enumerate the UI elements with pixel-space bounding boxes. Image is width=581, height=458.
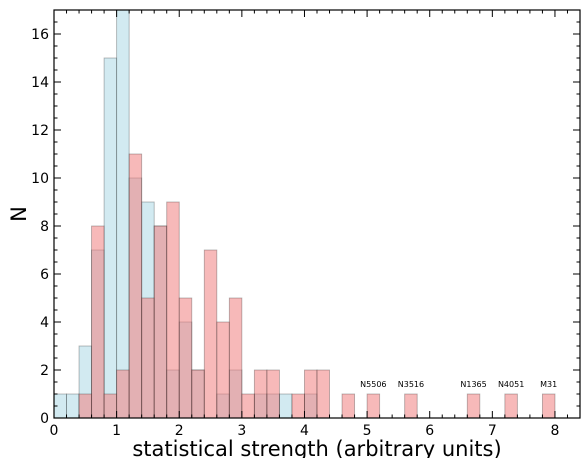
- y-tick-label: 12: [31, 123, 49, 139]
- series-2-bar-11: [216, 321, 230, 419]
- series-2-bar-20: [366, 393, 381, 419]
- series-1-bar-4: [103, 57, 118, 419]
- series-2-bar-8: [178, 297, 193, 419]
- x-tick-label: 8: [550, 423, 559, 439]
- annotation-n3516: N3516: [398, 380, 424, 389]
- series-2: [78, 153, 556, 419]
- x-tick-label: 1: [112, 423, 121, 439]
- series-2-bar-2: [103, 393, 118, 419]
- series-2-bar-3: [116, 369, 130, 419]
- y-tick-label: 10: [31, 171, 49, 187]
- x-tick-label: 3: [237, 423, 246, 439]
- series-2-bar-10: [203, 249, 218, 419]
- y-tick-label: 6: [40, 267, 49, 283]
- y-tick-label: 4: [40, 315, 49, 331]
- series-2-bar-13: [241, 393, 255, 419]
- series-1-bar-5: [116, 9, 130, 419]
- x-axis-label: statistical strength (arbitrary units): [132, 437, 501, 458]
- series-2-bar-7: [166, 201, 180, 419]
- series-1-bar-18: [278, 393, 293, 419]
- series-2-bar-24: [541, 393, 556, 419]
- series-1-bar-1: [66, 393, 80, 419]
- series-2-bar-0: [78, 393, 93, 419]
- y-tick-label: 2: [40, 363, 49, 379]
- y-axis-label: N: [7, 206, 31, 222]
- series-2-bar-4: [128, 153, 143, 419]
- series-2-bar-23: [504, 393, 518, 419]
- x-tick-label: 7: [488, 423, 497, 439]
- series-2-bar-12: [228, 297, 243, 419]
- series-2-bar-15: [266, 369, 280, 419]
- series-2-bar-22: [466, 393, 481, 419]
- annotation-m31: M31: [540, 380, 557, 389]
- y-tick-label: 8: [40, 219, 49, 235]
- x-tick-label: 6: [425, 423, 434, 439]
- x-tick-label: 4: [300, 423, 309, 439]
- series-2-bar-18: [316, 369, 330, 419]
- x-tick-label: 5: [363, 423, 372, 439]
- y-tick-label: 14: [31, 75, 49, 91]
- series-2-bar-1: [91, 225, 105, 419]
- series-2-bar-14: [253, 369, 268, 419]
- annotation-n5506: N5506: [360, 380, 386, 389]
- series-2-bar-17: [304, 369, 318, 419]
- series-2-bar-9: [191, 369, 205, 419]
- x-tick-label: 0: [50, 423, 59, 439]
- series-2-bar-16: [291, 393, 305, 419]
- annotation-n4051: N4051: [498, 380, 524, 389]
- series-2-bar-21: [404, 393, 418, 419]
- series-2-bar-6: [153, 225, 168, 419]
- x-axis-ticks: 0 1 2 3 4 5 6 7 8: [50, 10, 581, 439]
- annotation-n1365: N1365: [460, 380, 486, 389]
- y-axis-ticks: 0 2 4 6 8 10 12 14 16: [31, 9, 580, 427]
- series-2-bar-19: [341, 393, 356, 419]
- y-tick-label: 0: [40, 411, 49, 427]
- y-tick-label: 16: [31, 27, 49, 43]
- annotations-layer: N5506 N3516 N1365 N4051 M31: [360, 380, 557, 389]
- series-2-bar-5: [141, 297, 155, 419]
- x-tick-label: 2: [175, 423, 184, 439]
- bars-layer: [53, 9, 556, 419]
